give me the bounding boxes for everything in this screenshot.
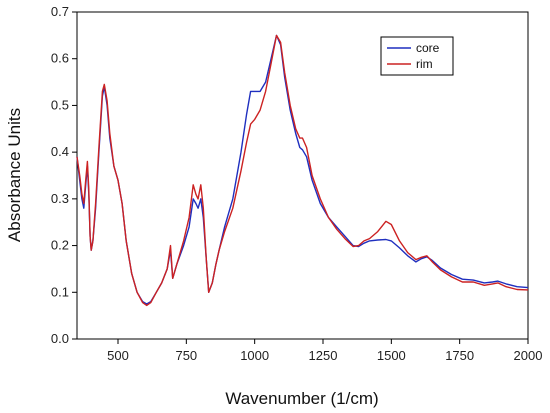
x-tick-label: 500 (107, 348, 129, 363)
y-tick-label: 0.0 (51, 331, 69, 346)
x-tick-label: 1000 (240, 348, 269, 363)
y-axis: 0.0 0.1 0.2 0.3 0.4 0.5 0.6 0.7 (51, 4, 77, 346)
x-tick-label: 1500 (377, 348, 406, 363)
x-axis: 500 750 1000 1250 1500 1750 2000 (107, 339, 542, 363)
x-tick-label: 1250 (309, 348, 338, 363)
y-tick-label: 0.1 (51, 284, 69, 299)
series-line-rim (76, 34, 529, 307)
y-tick-label: 0.4 (51, 144, 69, 159)
x-tick-label: 750 (175, 348, 197, 363)
y-tick-label: 0.5 (51, 97, 69, 112)
y-axis-title: Absorbance Units (5, 108, 24, 242)
x-axis-title: Wavenumber (1/cm) (225, 389, 378, 408)
x-tick-label: 1750 (445, 348, 474, 363)
y-tick-label: 0.2 (51, 238, 69, 253)
legend: core rim (380, 36, 454, 76)
y-tick-label: 0.6 (51, 51, 69, 66)
y-tick-label: 0.3 (51, 191, 69, 206)
y-tick-label: 0.7 (51, 4, 69, 19)
plot-area (76, 11, 529, 340)
legend-label-rim: rim (416, 57, 433, 71)
legend-label-core: core (416, 41, 440, 55)
x-tick-label: 2000 (514, 348, 543, 363)
legend-box (380, 36, 454, 76)
series-layer (76, 34, 529, 307)
